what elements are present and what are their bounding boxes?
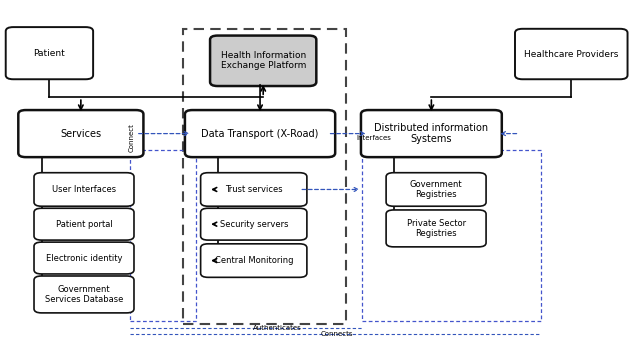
FancyBboxPatch shape [34,173,134,206]
FancyBboxPatch shape [200,173,307,206]
Text: Patient portal: Patient portal [56,220,112,229]
FancyBboxPatch shape [34,242,134,274]
FancyBboxPatch shape [361,110,502,157]
FancyBboxPatch shape [200,244,307,277]
Text: Private Sector
Registries: Private Sector Registries [406,219,466,238]
Text: Central Monitoring: Central Monitoring [214,256,293,265]
Text: Connects: Connects [321,331,353,337]
FancyBboxPatch shape [18,110,143,157]
Text: Interfaces: Interfaces [356,135,391,141]
Text: Data Transport (X-Road): Data Transport (X-Road) [202,129,319,139]
Text: Connect: Connect [128,123,135,152]
Text: Electronic identity: Electronic identity [46,254,122,262]
Text: Authenticates: Authenticates [253,325,301,332]
Text: Healthcare Providers: Healthcare Providers [524,50,619,58]
FancyBboxPatch shape [34,276,134,313]
FancyBboxPatch shape [6,27,93,79]
Text: Services: Services [60,129,101,139]
FancyBboxPatch shape [200,208,307,240]
FancyBboxPatch shape [34,208,134,240]
Text: User Interfaces: User Interfaces [52,185,116,194]
Text: Trust services: Trust services [225,185,283,194]
FancyBboxPatch shape [185,110,335,157]
Text: Government
Services Database: Government Services Database [45,285,123,304]
Text: Security servers: Security servers [219,220,288,229]
FancyBboxPatch shape [210,36,317,86]
Text: Health Information
Exchange Platform: Health Information Exchange Platform [221,51,306,70]
Text: Distributed information
Systems: Distributed information Systems [374,123,489,144]
Text: Government
Registries: Government Registries [410,180,463,199]
FancyBboxPatch shape [515,29,628,79]
FancyBboxPatch shape [386,210,486,247]
Text: Patient: Patient [33,49,65,58]
FancyBboxPatch shape [386,173,486,206]
